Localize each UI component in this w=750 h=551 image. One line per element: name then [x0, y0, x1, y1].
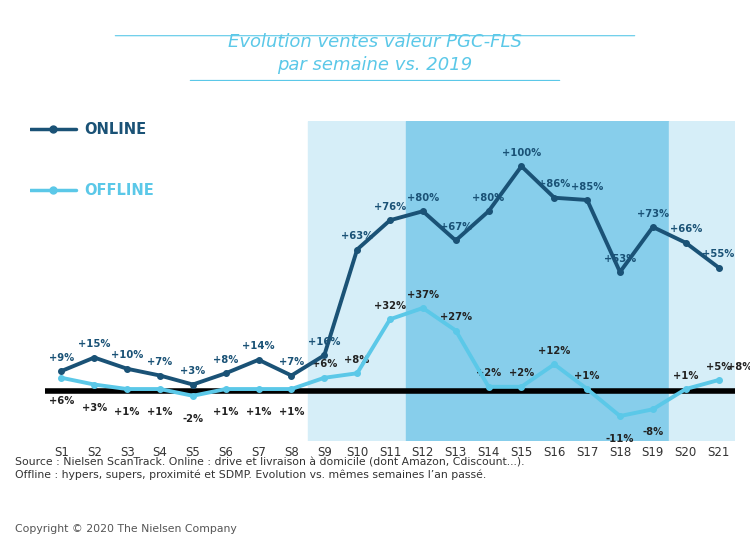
- Text: +32%: +32%: [374, 301, 406, 311]
- Text: +7%: +7%: [279, 357, 304, 367]
- Text: -2%: -2%: [182, 414, 203, 424]
- Text: ONLINE: ONLINE: [85, 122, 147, 137]
- Text: +5%: +5%: [706, 361, 731, 372]
- Text: +6%: +6%: [311, 359, 337, 370]
- Text: OFFLINE: OFFLINE: [85, 182, 154, 198]
- Text: +53%: +53%: [604, 253, 636, 264]
- Text: +1%: +1%: [246, 407, 272, 417]
- Text: +15%: +15%: [78, 339, 110, 349]
- Text: +14%: +14%: [242, 342, 275, 352]
- Text: +1%: +1%: [147, 407, 172, 417]
- Text: Evolution ventes valeur PGC-FLS: Evolution ventes valeur PGC-FLS: [228, 33, 522, 51]
- Text: +80%: +80%: [406, 193, 439, 203]
- Text: +7%: +7%: [147, 357, 172, 367]
- Text: Source : Nielsen ScanTrack. Online : drive et livraison à domicile (dont Amazon,: Source : Nielsen ScanTrack. Online : dri…: [15, 457, 524, 479]
- Text: Copyright © 2020 The Nielsen Company: Copyright © 2020 The Nielsen Company: [15, 525, 237, 534]
- Text: +76%: +76%: [374, 202, 406, 212]
- Text: +8%: +8%: [213, 355, 238, 365]
- Text: par semaine vs. 2019: par semaine vs. 2019: [278, 56, 472, 74]
- Text: +2%: +2%: [509, 369, 534, 379]
- Text: +1%: +1%: [115, 407, 140, 417]
- Text: +100%: +100%: [502, 148, 541, 158]
- Text: +3%: +3%: [180, 366, 206, 376]
- Text: +85%: +85%: [571, 182, 603, 192]
- Text: +80%: +80%: [472, 193, 505, 203]
- Text: +8%: +8%: [727, 361, 750, 372]
- Text: +63%: +63%: [341, 231, 374, 241]
- Text: +86%: +86%: [538, 180, 571, 190]
- Text: +9%: +9%: [49, 353, 74, 363]
- Bar: [669, 121, 735, 441]
- Text: +55%: +55%: [703, 249, 735, 259]
- Text: +1%: +1%: [673, 371, 698, 381]
- Text: +2%: +2%: [476, 369, 501, 379]
- Bar: [406, 121, 669, 441]
- Bar: [308, 121, 407, 441]
- Text: +1%: +1%: [279, 407, 304, 417]
- Text: +10%: +10%: [111, 350, 143, 360]
- Text: -8%: -8%: [642, 428, 664, 437]
- Text: -11%: -11%: [606, 434, 634, 444]
- Text: +37%: +37%: [406, 290, 439, 300]
- Text: +67%: +67%: [440, 222, 472, 232]
- Text: +1%: +1%: [213, 407, 238, 417]
- Text: +1%: +1%: [574, 371, 600, 381]
- Text: +27%: +27%: [440, 312, 472, 322]
- Text: +8%: +8%: [344, 355, 370, 365]
- Text: +6%: +6%: [49, 396, 74, 406]
- Text: +3%: +3%: [82, 403, 107, 413]
- Text: +73%: +73%: [637, 209, 669, 219]
- Text: +12%: +12%: [538, 346, 571, 356]
- Text: +16%: +16%: [308, 337, 340, 347]
- Text: +66%: +66%: [670, 224, 702, 234]
